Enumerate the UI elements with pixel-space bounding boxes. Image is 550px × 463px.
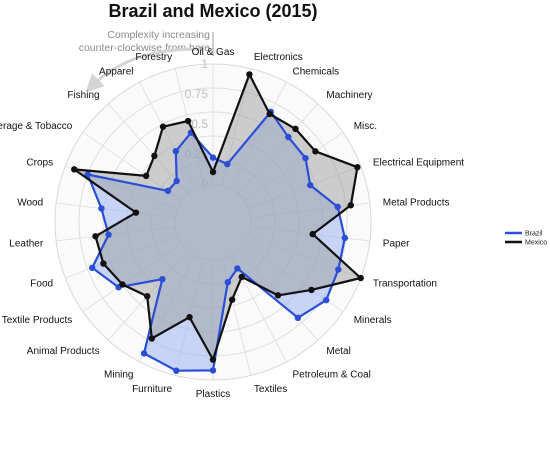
annotation-line-1: Complexity increasing bbox=[107, 29, 210, 41]
point-brazil-metal-products bbox=[334, 203, 341, 211]
point-mexico-oil-and-gas bbox=[209, 168, 217, 176]
category-label-mining: Mining bbox=[104, 369, 133, 380]
category-label-machinery: Machinery bbox=[326, 90, 372, 101]
point-brazil-machinery bbox=[285, 133, 292, 141]
annotation-arrow bbox=[85, 47, 201, 93]
point-brazil-furniture bbox=[173, 367, 180, 374]
r-tick-label: 1 bbox=[201, 57, 208, 71]
complexity-annotation: Complexity increasing counter-clockwise … bbox=[79, 29, 214, 93]
point-brazil-animal-products bbox=[159, 275, 166, 283]
point-mexico-textile-products bbox=[119, 281, 126, 288]
category-label-transportation: Transportation bbox=[373, 279, 437, 290]
category-label-animal-products: Animal Products bbox=[27, 346, 100, 357]
point-mexico-metal-products bbox=[347, 202, 354, 209]
point-brazil-plastics bbox=[209, 367, 217, 374]
point-brazil-mining bbox=[140, 350, 148, 357]
point-mexico-petroleum-and-coal bbox=[238, 273, 246, 281]
point-mexico-fishing bbox=[151, 152, 158, 160]
point-mexico-electrical-equipment bbox=[354, 164, 361, 171]
category-label-textiles: Textiles bbox=[254, 384, 287, 395]
point-mexico-textiles bbox=[228, 296, 236, 303]
point-mexico-animal-products bbox=[144, 293, 151, 300]
category-label-paper: Paper bbox=[383, 239, 410, 250]
point-brazil-electrical-equipment bbox=[307, 181, 314, 189]
category-label-minerals: Minerals bbox=[354, 315, 392, 326]
category-label-plastics: Plastics bbox=[196, 389, 230, 400]
point-mexico-metal bbox=[274, 292, 282, 299]
chart-title: Brazil and Mexico (2015) bbox=[108, 1, 317, 21]
point-brazil-paper bbox=[341, 234, 349, 242]
point-mexico-forestry bbox=[184, 117, 192, 125]
point-mexico-furniture bbox=[186, 313, 193, 321]
category-label-food: Food bbox=[30, 279, 53, 290]
legend: Brazil Mexico bbox=[505, 231, 547, 247]
point-brazil-crops bbox=[84, 171, 91, 178]
point-brazil-transportation bbox=[335, 266, 342, 273]
legend-label-brazil: Brazil bbox=[525, 231, 543, 238]
point-brazil-oil-and-gas bbox=[209, 154, 217, 161]
point-mexico-food bbox=[100, 260, 107, 267]
point-mexico-mining bbox=[148, 335, 156, 342]
point-mexico-minerals bbox=[308, 286, 315, 294]
category-label-metal: Metal bbox=[326, 346, 350, 357]
category-label-electronics: Electronics bbox=[254, 52, 303, 63]
series-area-mexico bbox=[74, 74, 361, 360]
category-label-chemicals: Chemicals bbox=[293, 67, 340, 78]
point-mexico-paper bbox=[309, 230, 316, 238]
category-label-textile-products: Textile Products bbox=[2, 315, 73, 326]
point-brazil-textiles bbox=[224, 278, 232, 286]
radar-series bbox=[71, 71, 364, 374]
series-lines-mexico bbox=[71, 71, 364, 363]
point-brazil-misc bbox=[302, 154, 309, 162]
point-mexico-electronics bbox=[246, 71, 253, 78]
point-brazil-food bbox=[88, 264, 96, 272]
category-label-leather: Leather bbox=[9, 239, 44, 250]
point-brazil-beverage-and-tobacco bbox=[164, 187, 172, 195]
point-brazil-leather bbox=[105, 231, 112, 238]
category-labels: Oil & Gas Electronics Chemicals Machinery Mi… bbox=[0, 47, 464, 400]
point-brazil-minerals bbox=[323, 296, 330, 304]
point-mexico-wood bbox=[132, 209, 140, 216]
point-mexico-beverage-and-tobacco bbox=[142, 172, 150, 180]
category-label-forestry: Forestry bbox=[135, 52, 172, 63]
point-mexico-misc bbox=[312, 148, 319, 155]
category-label-crops: Crops bbox=[26, 157, 53, 168]
point-brazil-electronics bbox=[224, 160, 231, 168]
category-label-apparel: Apparel bbox=[99, 67, 133, 78]
series-lines-brazil bbox=[84, 108, 349, 374]
point-brazil-petroleum-and-coal bbox=[234, 265, 241, 272]
r-tick-label: 0.75 bbox=[185, 87, 209, 101]
point-brazil-apparel bbox=[172, 147, 180, 155]
r-tick-label: 0.5 bbox=[191, 117, 208, 131]
point-mexico-transportation bbox=[357, 274, 364, 282]
category-label-wood: Wood bbox=[17, 197, 43, 208]
point-brazil-metal bbox=[294, 314, 302, 322]
category-label-furniture: Furniture bbox=[132, 384, 172, 395]
category-label-beverage-and-tobacco: Beverage & Tobacco bbox=[0, 121, 73, 132]
point-mexico-leather bbox=[92, 233, 99, 240]
point-mexico-machinery bbox=[292, 125, 299, 133]
point-mexico-chemicals bbox=[266, 110, 273, 118]
point-brazil-wood bbox=[98, 205, 105, 212]
category-label-petroleum-and-coal: Petroleum & Coal bbox=[293, 369, 371, 380]
series-mexico bbox=[74, 74, 361, 360]
category-label-fishing: Fishing bbox=[67, 90, 99, 101]
point-mexico-plastics bbox=[209, 356, 217, 363]
legend-label-mexico: Mexico bbox=[525, 240, 547, 247]
category-label-electrical-equipment: Electrical Equipment bbox=[373, 157, 464, 168]
point-brazil-fishing bbox=[173, 177, 180, 185]
category-label-misc: Misc. bbox=[354, 121, 377, 132]
point-mexico-crops bbox=[71, 166, 78, 173]
category-label-oil-and-gas: Oil & Gas bbox=[192, 47, 235, 58]
category-label-metal-products: Metal Products bbox=[383, 197, 450, 208]
point-mexico-apparel bbox=[159, 123, 167, 130]
